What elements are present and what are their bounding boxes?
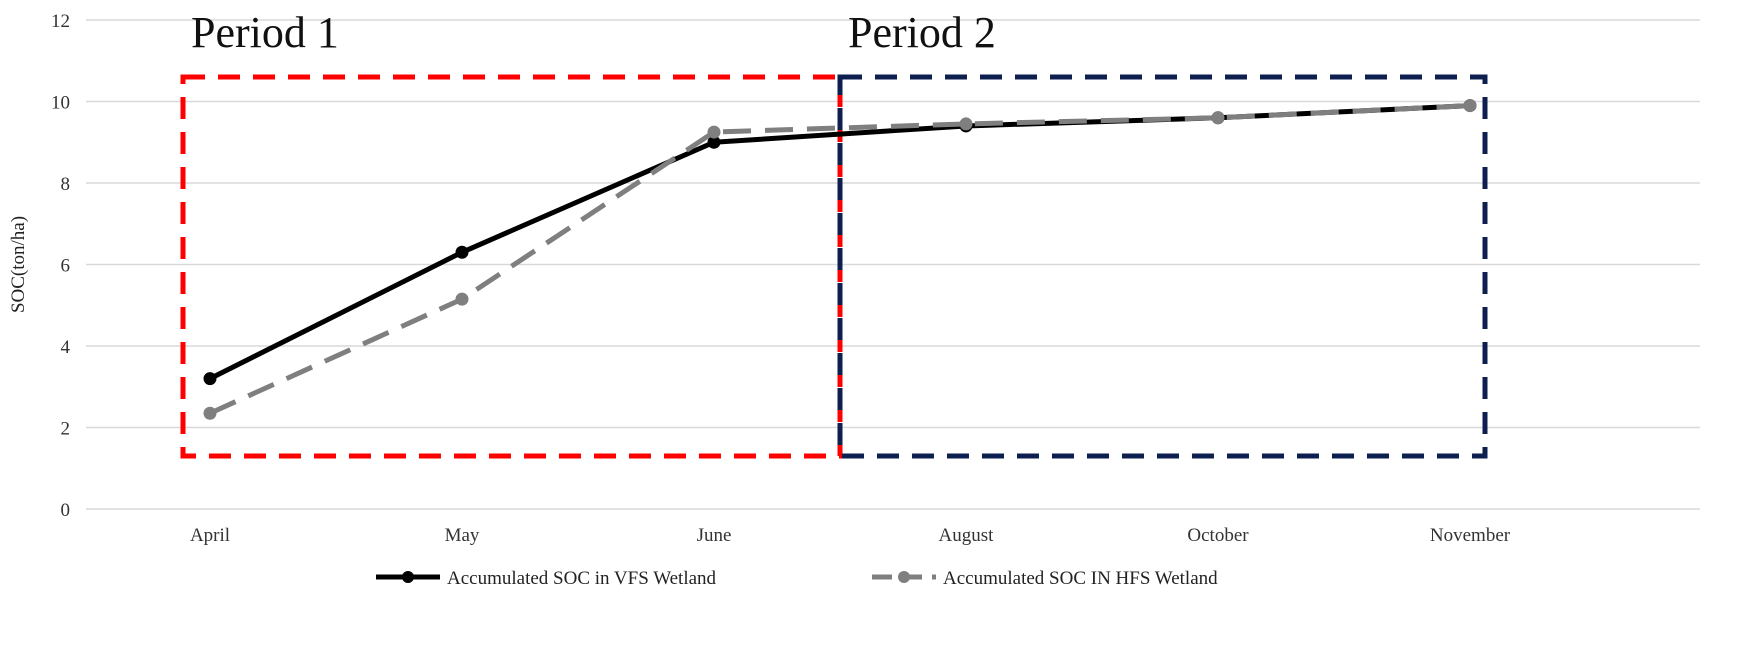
y-tick-4: 4 [61, 337, 71, 358]
period-1-label: Period 1 [191, 8, 339, 57]
legend-label-0: Accumulated SOC in VFS Wetland [447, 568, 717, 589]
y-axis-label: SOC(ton/ha) [8, 216, 29, 313]
y-tick-6: 6 [61, 256, 71, 277]
series-1-point-november [1463, 99, 1477, 113]
x-tick-august: August [939, 525, 995, 546]
series-1-point-june [707, 125, 721, 139]
y-tick-2: 2 [61, 419, 71, 440]
y-tick-8: 8 [61, 174, 71, 195]
y-tick-12: 12 [51, 11, 70, 32]
y-axis-ticks: 0 2 4 6 8 10 12 [51, 11, 71, 521]
y-tick-10: 10 [51, 93, 70, 114]
y-tick-0: 0 [61, 500, 71, 521]
series-1-point-august [959, 117, 973, 131]
period-2-label: Period 2 [848, 8, 996, 57]
period-1-box [180, 74, 843, 459]
x-axis-ticks: April May June August October November [190, 525, 1511, 546]
legend-marker-0 [402, 571, 414, 583]
gridlines [86, 19, 1700, 510]
series-0-point-june [707, 135, 721, 149]
period-2-box [837, 74, 1488, 459]
series-0-point-april [203, 372, 217, 386]
period-annotations: Period 1 Period 2 [180, 8, 1488, 459]
series-1-point-october [1211, 111, 1225, 125]
x-tick-june: June [697, 525, 732, 546]
legend-marker-1 [898, 571, 910, 583]
series-1-point-may [455, 292, 469, 306]
x-tick-november: November [1430, 525, 1511, 546]
series-1-point-april [203, 406, 217, 420]
series-line-1 [208, 103, 1471, 416]
legend: Accumulated SOC in VFS Wetland Accumulate… [376, 568, 1218, 589]
series-line-0 [208, 103, 1471, 381]
x-tick-april: April [190, 525, 230, 546]
series-0-point-may [455, 245, 469, 259]
x-tick-may: May [445, 525, 480, 546]
series-lines [203, 99, 1477, 420]
x-tick-october: October [1187, 525, 1249, 546]
legend-label-1: Accumulated SOC IN HFS Wetland [943, 568, 1218, 589]
